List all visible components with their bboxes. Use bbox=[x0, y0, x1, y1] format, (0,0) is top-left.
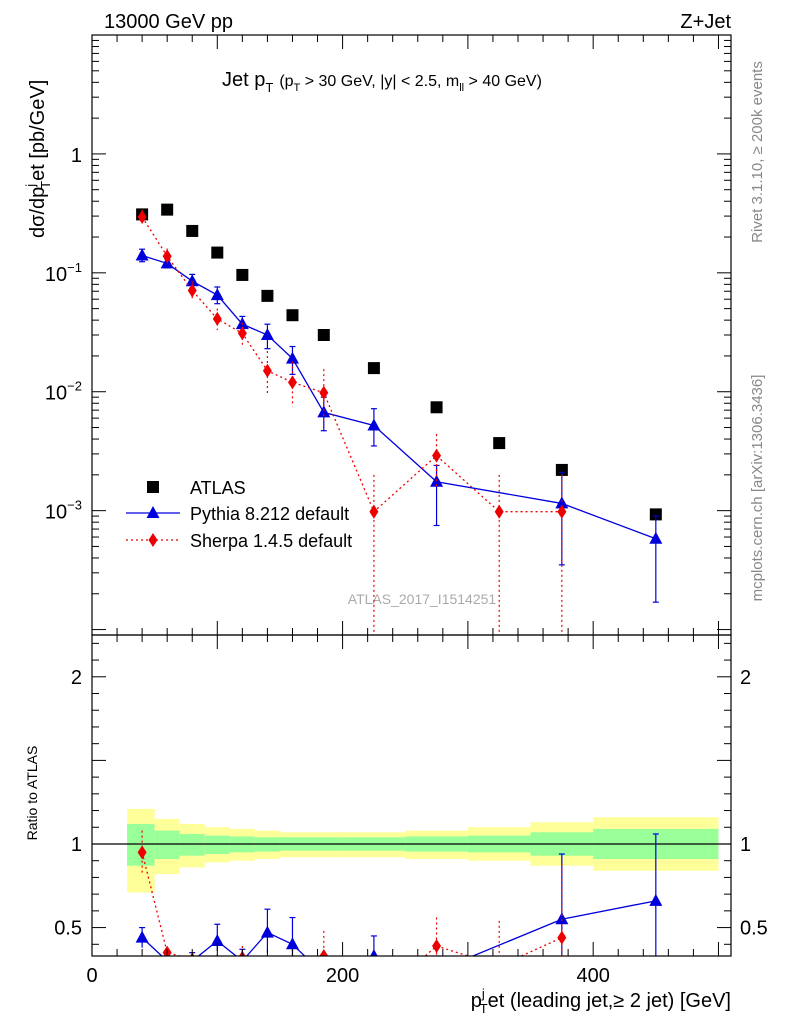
main-ylabel: dσ/dpjTet [pb/GeV] bbox=[23, 80, 53, 238]
data-point bbox=[135, 248, 149, 261]
main-panel-marks bbox=[135, 203, 663, 635]
data-point bbox=[287, 375, 297, 390]
data-point bbox=[211, 246, 224, 259]
data-point bbox=[649, 508, 662, 521]
ratio-y-tick-label-right: 2 bbox=[740, 667, 751, 689]
header-right: Z+Jet bbox=[680, 11, 731, 33]
plot-title: Jet pT (pT > 30 GeV, |y| < 2.5, mll > 40 … bbox=[222, 69, 542, 95]
x-tick-label: 200 bbox=[326, 965, 359, 987]
y-tick-label: 1 bbox=[71, 145, 82, 167]
ratio-data-point bbox=[263, 966, 272, 980]
tick-labels: 0 200 400 10−3 10−2 10−1 1 0.5 0.5 1 1 2 2 bbox=[45, 145, 768, 987]
data-point bbox=[186, 224, 199, 237]
legend: ATLAS Pythia 8.212 default Sherpa 1.4.5 de… bbox=[126, 478, 352, 551]
data-point bbox=[185, 274, 199, 287]
data-point bbox=[161, 203, 174, 216]
ratio-series-line bbox=[141, 900, 656, 956]
ratio-y-tick-label-right: 0.5 bbox=[740, 918, 768, 940]
data-point bbox=[649, 531, 663, 544]
ratio-y-tick-label: 1 bbox=[71, 834, 82, 856]
analysis-id: ATLAS_2017_I1514251 bbox=[348, 591, 497, 607]
green-band-segment bbox=[127, 823, 155, 866]
ratio-data-point bbox=[649, 893, 663, 906]
y-tick-label: 10−1 bbox=[45, 260, 82, 286]
ratio-data-point bbox=[495, 959, 504, 973]
legend-marker bbox=[146, 506, 160, 518]
data-point bbox=[317, 329, 330, 341]
ratio-data-point bbox=[557, 930, 567, 945]
data-point bbox=[137, 209, 147, 224]
data-point bbox=[212, 311, 222, 326]
ratio-data-point bbox=[135, 930, 149, 943]
data-point bbox=[557, 504, 567, 519]
data-point bbox=[262, 363, 272, 378]
green-band-segment bbox=[204, 835, 230, 855]
ratio-panel-marks bbox=[135, 830, 663, 1008]
axes-ticks bbox=[91, 34, 731, 956]
ratio-data-point bbox=[369, 994, 378, 1008]
header-left: 13000 GeV pp bbox=[104, 11, 233, 33]
data-point bbox=[494, 504, 504, 519]
ratio-series-line bbox=[141, 852, 563, 956]
series-line bbox=[141, 254, 657, 540]
x-axis-label: pj Tet (leading jet,≥ 2 jet) [GeV] bbox=[471, 986, 731, 1016]
ratio-uncertainty-bands bbox=[92, 808, 731, 893]
mcplots-label: mcplots.cern.ch [arXiv:1306.3436] bbox=[749, 375, 766, 602]
data-point bbox=[162, 249, 172, 264]
data-point bbox=[285, 351, 299, 364]
ratio-frame bbox=[91, 634, 732, 957]
main-frame bbox=[91, 34, 732, 636]
y-tick-label: 10−2 bbox=[45, 379, 82, 405]
data-point bbox=[432, 448, 442, 463]
x-tick-label: 400 bbox=[576, 965, 609, 987]
data-point bbox=[260, 328, 274, 340]
data-point bbox=[317, 405, 331, 418]
data-point bbox=[367, 418, 381, 431]
data-point bbox=[236, 268, 249, 281]
data-point bbox=[187, 283, 197, 298]
data-point bbox=[210, 288, 224, 301]
data-point bbox=[555, 496, 569, 509]
ratio-data-point bbox=[555, 912, 569, 925]
ratio-data-point bbox=[288, 959, 297, 973]
data-point bbox=[237, 326, 247, 341]
ratio-data-point bbox=[370, 949, 378, 956]
ratio-data-point bbox=[260, 925, 274, 938]
rivet-label: Rivet 3.1.10, ≥ 200k events bbox=[749, 61, 766, 243]
legend-label: ATLAS bbox=[190, 478, 246, 498]
ratio-data-point bbox=[210, 933, 224, 946]
ratio-data-point bbox=[432, 938, 442, 953]
ratio-ylabel: Ratio to ATLAS bbox=[24, 746, 40, 841]
legend-label: Pythia 8.212 default bbox=[190, 504, 349, 524]
data-point bbox=[261, 289, 274, 302]
green-band-segment bbox=[179, 833, 205, 856]
y-tick-label: 10−3 bbox=[45, 498, 82, 524]
ratio-data-point bbox=[319, 949, 329, 956]
ratio-data-point bbox=[213, 957, 222, 971]
ratio-data-point bbox=[430, 964, 443, 976]
series-line bbox=[141, 216, 562, 513]
ratio-y-tick-label-right: 1 bbox=[740, 834, 751, 856]
ratio-y-tick-label: 2 bbox=[71, 667, 82, 689]
data-point bbox=[369, 504, 379, 519]
data-point bbox=[286, 309, 299, 322]
data-point bbox=[493, 437, 506, 450]
green-band-segment bbox=[154, 830, 180, 860]
data-point bbox=[319, 385, 329, 400]
data-point bbox=[367, 362, 380, 375]
legend-marker bbox=[148, 533, 158, 547]
ratio-y-tick-label: 0.5 bbox=[54, 918, 82, 940]
ratio-data-point bbox=[137, 845, 147, 860]
data-point bbox=[430, 401, 443, 414]
legend-label: Sherpa 1.4.5 default bbox=[190, 531, 352, 551]
legend-marker bbox=[147, 481, 159, 493]
ratio-data-point bbox=[285, 937, 299, 950]
x-tick-label: 0 bbox=[86, 965, 97, 987]
